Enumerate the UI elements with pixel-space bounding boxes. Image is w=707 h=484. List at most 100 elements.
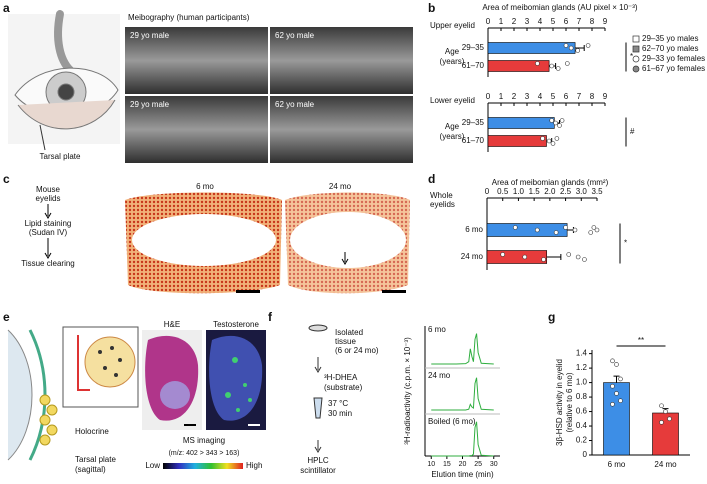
error-bar — [567, 227, 574, 233]
step: tissue — [335, 337, 356, 346]
error-bar — [575, 45, 585, 51]
step: Mouse — [36, 185, 61, 194]
flow-arrows — [44, 204, 52, 259]
data-point — [659, 403, 664, 409]
data-point — [582, 257, 587, 262]
data-point — [540, 136, 545, 141]
x-tick-label: 2.0 — [544, 187, 556, 196]
y-tick-label: 29–35 — [462, 43, 485, 52]
legend-label: 61–67 yo females — [642, 64, 705, 73]
panel-title: Whole — [430, 191, 453, 200]
x-tick-label: 1.5 — [529, 187, 541, 196]
data-point — [564, 61, 570, 66]
panel-label: g — [548, 310, 555, 324]
legend-marker — [632, 45, 640, 53]
significance: * — [630, 52, 633, 61]
data-point — [563, 225, 568, 230]
step: Lipid staining — [25, 219, 72, 228]
legend-label: 62–70 yo males — [642, 44, 698, 53]
data-point — [554, 136, 560, 141]
x-tick-label: 9 — [603, 92, 608, 101]
data-point — [534, 227, 540, 233]
x-tick-label: 8 — [590, 17, 595, 26]
x-tick-label: 7 — [577, 17, 582, 26]
data-point — [535, 61, 540, 66]
image-label: 62 yo male — [275, 100, 315, 109]
data-point — [568, 45, 574, 51]
data-point — [553, 230, 559, 235]
panel-title: Lower eyelid — [430, 96, 475, 105]
bar — [486, 250, 548, 264]
series-label: 6 mo — [428, 325, 446, 334]
step: 30 min — [328, 409, 352, 418]
panel-label: a — [3, 1, 10, 15]
error-bar — [613, 375, 620, 383]
data-point — [553, 120, 558, 126]
significance: # — [630, 127, 635, 136]
data-point — [659, 420, 664, 425]
step: (6 or 24 mo) — [335, 346, 379, 355]
holocrine-label: Holocrine — [75, 427, 109, 436]
x-tick-label: 10 — [427, 461, 435, 468]
panel-title: eyelids — [430, 200, 455, 209]
y-tick-label: 29–35 — [462, 118, 485, 127]
x-tick-label: 24 mo — [654, 460, 677, 469]
step: eyelids — [36, 194, 61, 203]
x-tick-label: 4 — [538, 92, 543, 101]
data-point — [566, 252, 572, 257]
data-point — [549, 63, 555, 69]
y-tick-label: 0.4 — [576, 421, 588, 430]
step: ³H-DHEA — [324, 373, 358, 382]
data-point — [585, 43, 591, 48]
y-tick-label: 1.4 — [576, 349, 588, 358]
step: scintillator — [300, 466, 336, 475]
step: Isolated — [335, 328, 363, 337]
data-point — [588, 230, 594, 235]
data-point — [575, 48, 581, 53]
bar — [487, 60, 550, 72]
step: (Sudan IV) — [29, 228, 68, 237]
x-tick-label: 5 — [551, 17, 556, 26]
y-tick-label: 24 mo — [461, 252, 484, 261]
data-point — [575, 254, 581, 260]
x-tick-label: 8 — [590, 92, 595, 101]
data-point — [614, 391, 619, 396]
x-tick-label: 3.5 — [591, 187, 603, 196]
data-point — [663, 409, 668, 414]
x-tick-label: 2 — [512, 17, 517, 26]
x-tick-label: 9 — [603, 17, 608, 26]
y-tick-label: 0.2 — [576, 436, 588, 445]
x-tick-label: 0 — [485, 187, 490, 196]
panel-label: c — [3, 172, 10, 186]
tissue-images — [142, 330, 266, 469]
x-tick-label: 5 — [551, 92, 556, 101]
y-axis-label: 3β-HSD activity in eyelid — [555, 359, 564, 446]
x-axis-label: Elution time (min) — [431, 470, 494, 479]
x-tick-label: 3 — [525, 17, 530, 26]
y-tick-label: 61–70 — [462, 136, 485, 145]
data-point — [614, 362, 619, 367]
data-point — [541, 257, 546, 262]
meibography-title: Meibography (human participants) — [128, 13, 250, 22]
stain-label: H&E — [164, 320, 180, 329]
data-point — [550, 141, 556, 146]
x-tick-label: 0.5 — [497, 187, 509, 196]
chromatogram — [431, 421, 494, 457]
data-point — [512, 225, 518, 230]
y-tick-label: 1.2 — [576, 363, 588, 372]
chart-title: Area of meibomian glands (AU pixel × 10⁻… — [482, 3, 638, 12]
y-tick-label: 0.8 — [576, 392, 588, 401]
data-point — [546, 138, 552, 144]
image-label: 6 mo — [196, 182, 214, 191]
y-tick-label: 0.6 — [576, 407, 588, 416]
legend-marker — [632, 55, 640, 63]
data-point — [591, 225, 597, 230]
data-point — [618, 376, 623, 382]
error-bar — [546, 254, 562, 260]
x-tick-label: 1.0 — [513, 187, 525, 196]
data-point — [618, 398, 623, 403]
x-tick-label: 7 — [577, 92, 582, 101]
axis-label: Age — [445, 122, 460, 131]
data-point — [549, 118, 555, 123]
